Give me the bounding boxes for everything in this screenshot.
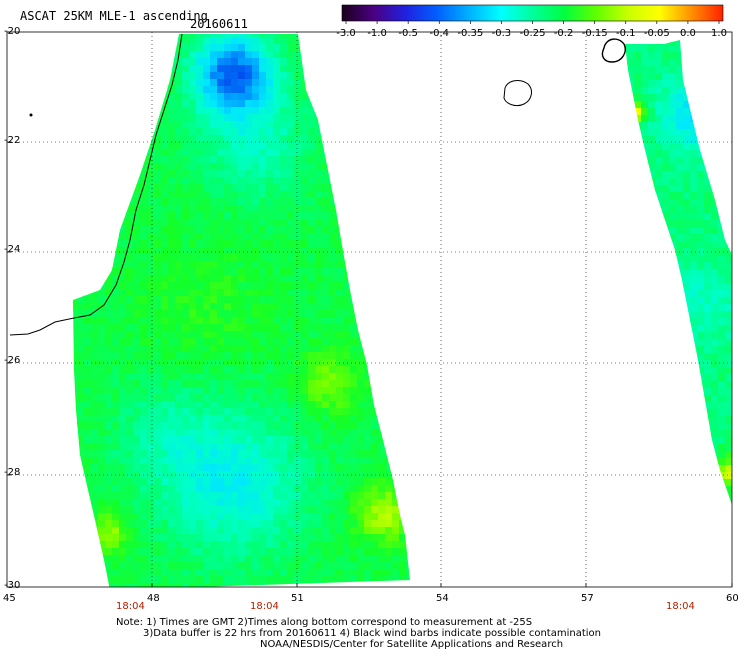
madagascar-coastline [9,33,183,336]
colorbar-tick-label: -0.1 [616,28,636,39]
colorbar-tick-label: -0.15 [582,28,608,39]
swath-right [625,40,732,505]
colorbar-tick-label: -0.4 [429,28,449,39]
lon-label-60: 60 [726,593,739,604]
lon-label-54: 54 [436,593,449,604]
time-label-3: 18:04 [666,601,695,612]
lat-label-30: -30 [4,580,21,591]
lon-label-57: 57 [581,593,594,604]
note-line-2: 3)Data buffer is 22 hrs from 20160611 4)… [143,628,601,639]
swath-data [9,33,732,587]
lon-label-48: 48 [147,593,160,604]
lon-label-45: 45 [3,593,16,604]
colorbar-tick-label: -0.5 [398,28,418,39]
colorbar-tick-label: -0.3 [492,28,512,39]
lat-label-28: -28 [4,467,21,478]
time-label-2: 18:04 [250,601,279,612]
product-title: ASCAT 25KM MLE-1 ascending [20,9,208,23]
colorbar-tick-label: -3.0 [336,28,356,39]
lat-label-24: -24 [4,244,21,255]
reunion-island [503,80,532,107]
colorbar-tick-label: -0.05 [644,28,670,39]
colorbar-tick-label: -0.2 [554,28,574,39]
colorbar-tick-label: -1.0 [367,28,387,39]
time-label-1: 18:04 [116,601,145,612]
small-island [29,113,33,117]
colorbar-tick-label: 0.0 [680,28,696,39]
colorbar: -3.0 -1.0 -0.5 -0.4 -0.35 -0.3 -0.25 -0.2 -0.15-… [336,4,727,39]
colorbar-tick-label: -0.35 [457,28,483,39]
colorbar-tick-label: -0.25 [520,28,546,39]
swath-left [73,34,410,587]
note-line-3: NOAA/NESDIS/Center for Satellite Applica… [260,639,564,650]
lon-label-51: 51 [291,593,304,604]
product-date: 20160611 [190,17,248,31]
lat-label-20: -20 [4,26,21,37]
plot-frame [6,31,733,588]
mauritius-island [601,38,626,63]
lat-label-26: -26 [4,355,21,366]
note-line-1: Note: 1) Times are GMT 2)Times along bot… [116,617,533,628]
lat-label-22: -22 [4,135,21,146]
colorbar-tick-label: 1.0 [711,28,727,39]
